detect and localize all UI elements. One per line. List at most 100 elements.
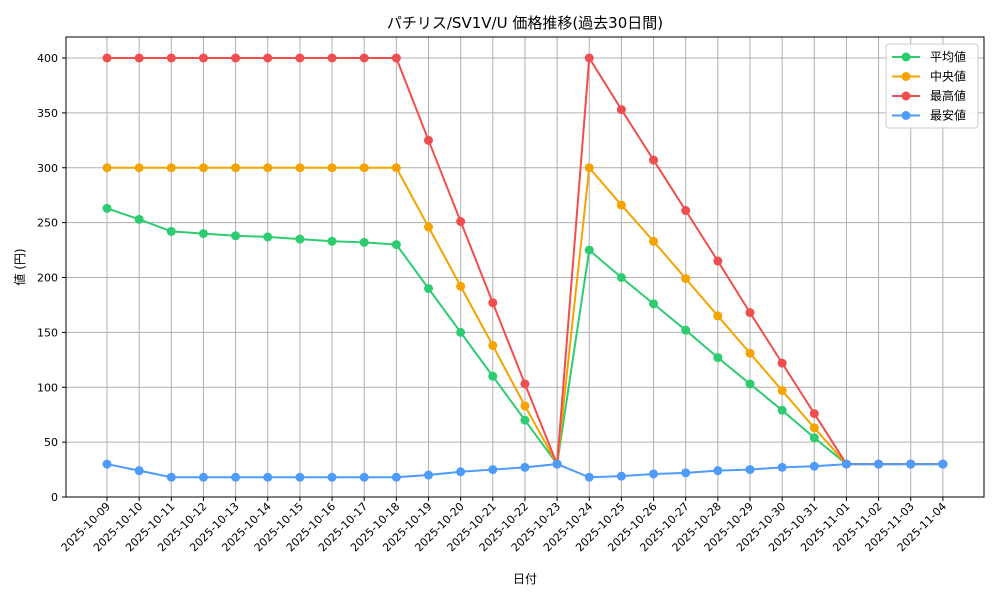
legend-item: 平均値 — [892, 49, 966, 64]
data-point — [777, 462, 787, 472]
data-point — [745, 348, 755, 358]
data-point — [809, 409, 819, 419]
data-point — [552, 459, 562, 469]
data-point — [327, 472, 337, 482]
y-tick-label: 200 — [37, 272, 58, 285]
data-point — [102, 203, 112, 213]
data-point — [359, 53, 369, 63]
data-point — [906, 459, 916, 469]
data-point — [391, 472, 401, 482]
data-point — [584, 53, 594, 63]
data-point — [520, 415, 530, 425]
data-point — [134, 53, 144, 63]
series-最安値 — [102, 459, 948, 482]
data-point — [198, 163, 208, 173]
data-point — [584, 245, 594, 255]
data-point — [745, 465, 755, 475]
y-tick-label: 100 — [37, 381, 58, 394]
data-point — [198, 53, 208, 63]
x-axis-label: 日付 — [513, 572, 537, 586]
data-point — [681, 468, 691, 478]
data-point — [263, 53, 273, 63]
data-point — [713, 466, 723, 476]
data-point — [102, 459, 112, 469]
legend-item: 最高値 — [892, 88, 966, 103]
legend-item: 中央値 — [892, 69, 966, 84]
data-point — [713, 311, 723, 321]
data-point — [456, 327, 466, 337]
data-point — [327, 236, 337, 246]
data-point — [616, 200, 626, 210]
data-point — [649, 469, 659, 479]
data-point — [841, 459, 851, 469]
data-point — [166, 53, 176, 63]
data-point — [391, 240, 401, 250]
data-point — [134, 466, 144, 476]
legend-box — [885, 43, 979, 129]
grid — [66, 37, 984, 498]
y-tick-label: 250 — [37, 217, 58, 230]
data-point — [584, 163, 594, 173]
data-point — [231, 163, 241, 173]
data-point — [777, 386, 787, 396]
data-point — [938, 459, 948, 469]
data-point — [584, 472, 594, 482]
legend-label: 最高値 — [930, 88, 966, 103]
data-point — [649, 155, 659, 165]
data-point — [681, 274, 691, 284]
data-point — [359, 472, 369, 482]
data-point — [391, 53, 401, 63]
data-point — [424, 222, 433, 232]
y-tick-label: 150 — [37, 326, 58, 339]
data-point — [488, 298, 498, 308]
y-tick-label: 0 — [51, 491, 58, 504]
data-point — [102, 163, 112, 173]
data-point — [198, 472, 208, 482]
data-point — [295, 234, 305, 244]
data-point — [777, 405, 787, 415]
data-point — [295, 472, 305, 482]
legend-item: 最安値 — [892, 108, 966, 123]
data-point — [231, 53, 241, 63]
data-point — [777, 358, 787, 368]
x-axis: 2025-10-092025-10-102025-10-112025-10-12… — [59, 497, 949, 554]
legend-label: 中央値 — [930, 69, 966, 84]
legend-label: 平均値 — [930, 49, 966, 64]
data-point — [681, 325, 691, 335]
data-point — [295, 53, 305, 63]
series-lines — [102, 53, 948, 482]
data-point — [488, 371, 498, 381]
data-point — [327, 53, 337, 63]
data-point — [809, 433, 819, 443]
data-point — [456, 467, 466, 477]
data-point — [809, 461, 819, 471]
data-point — [424, 135, 433, 145]
data-point — [681, 206, 691, 216]
legend-marker-icon — [901, 72, 911, 81]
data-point — [488, 341, 498, 351]
data-point — [231, 231, 241, 241]
data-point — [166, 472, 176, 482]
data-point — [359, 163, 369, 173]
legend-marker-icon — [901, 111, 911, 120]
y-tick-label: 300 — [37, 162, 58, 175]
data-point — [327, 163, 337, 173]
data-point — [424, 283, 433, 293]
data-point — [295, 163, 305, 173]
data-point — [520, 401, 530, 411]
data-point — [359, 237, 369, 247]
data-point — [134, 163, 144, 173]
data-point — [456, 281, 466, 291]
data-point — [520, 462, 530, 472]
chart-title: パチリス/SV1V/U 価格推移(過去30日間) — [387, 14, 663, 32]
data-point — [520, 379, 530, 389]
data-point — [745, 308, 755, 318]
data-point — [488, 465, 498, 475]
data-point — [102, 53, 112, 63]
data-point — [616, 105, 626, 115]
data-point — [263, 163, 273, 173]
data-point — [874, 459, 884, 469]
data-point — [134, 214, 144, 224]
data-point — [713, 256, 723, 266]
